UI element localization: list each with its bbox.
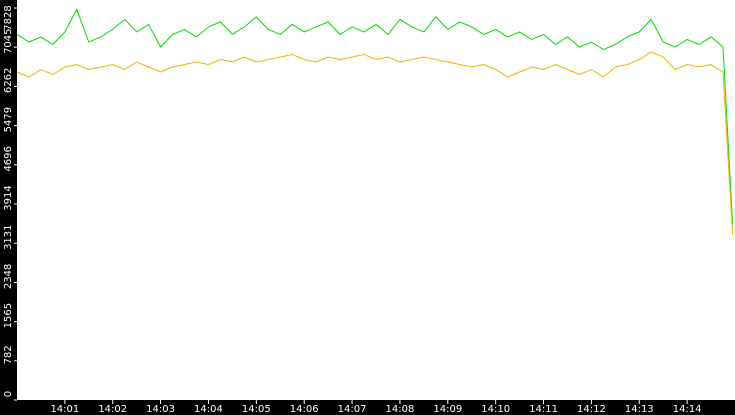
y-tick-label: 7045 (3, 28, 14, 53)
y-tick-label: 0 (3, 391, 14, 397)
line-series (16, 51, 734, 235)
y-tick-label: 7828 (3, 5, 14, 30)
x-tick-label: 14:14 (673, 404, 702, 415)
x-tick-label: 14:10 (481, 404, 510, 415)
x-tick-label: 14:12 (577, 404, 606, 415)
x-tick-label: 14:04 (194, 404, 223, 415)
x-tick-label: 14:08 (386, 404, 415, 415)
x-tick-label: 14:03 (146, 404, 175, 415)
x-tick-label: 14:01 (50, 404, 79, 415)
x-tick-label: 14:05 (242, 404, 271, 415)
y-tick-label: 6262 (3, 68, 14, 93)
x-tick-label: 14:02 (98, 404, 127, 415)
y-tick-label: 1565 (3, 303, 14, 328)
x-tick-label: 14:09 (433, 404, 462, 415)
x-tick-label: 14:11 (529, 404, 558, 415)
x-axis-bar (0, 400, 735, 415)
x-tick-label: 14:07 (338, 404, 367, 415)
x-tick-label: 14:13 (625, 404, 654, 415)
y-axis-bar (0, 0, 17, 415)
y-tick-label: 3131 (3, 224, 14, 249)
y-tick-label: 782 (3, 345, 14, 364)
y-tick-label: 3914 (3, 185, 14, 210)
y-tick-label: 2348 (3, 264, 14, 289)
line-series (16, 8, 734, 225)
y-tick-label: 5479 (3, 107, 14, 132)
y-tick-label: 4696 (3, 146, 14, 171)
x-tick-label: 14:06 (290, 404, 319, 415)
